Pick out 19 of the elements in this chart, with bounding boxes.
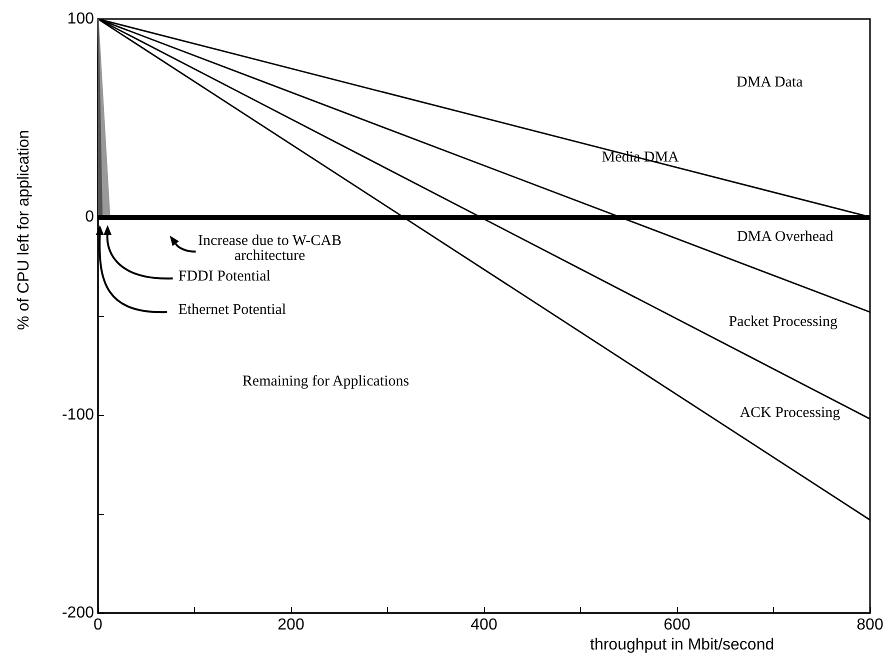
y-tick-label: 0 [85,208,94,226]
annotation: DMA Data [736,74,804,90]
annotation: ACK Processing [740,405,841,422]
y-tick-label: -100 [62,406,94,424]
annotation: Media DMA [602,150,680,166]
y-axis-title: % of CPU left for application [16,130,32,330]
x-tick-label: 200 [278,616,304,634]
x-tick-label: 600 [664,616,690,634]
annotation: FDDI Potential [178,268,270,284]
x-tick-label: 400 [470,616,498,634]
x-tick-label: 800 [856,616,884,634]
annotation: Packet Processing [728,314,838,330]
annotation: Ethernet Potential [178,302,286,318]
annotation: DMA Overhead [736,228,834,245]
y-tick-label: 100 [67,10,94,28]
annotation: Remaining for Applications [242,373,410,390]
annotation: Increase due to W-CAB architecture [198,233,342,264]
x-axis-title: throughput in Mbit/second [590,636,774,654]
y-tick-label: -200 [62,604,94,622]
